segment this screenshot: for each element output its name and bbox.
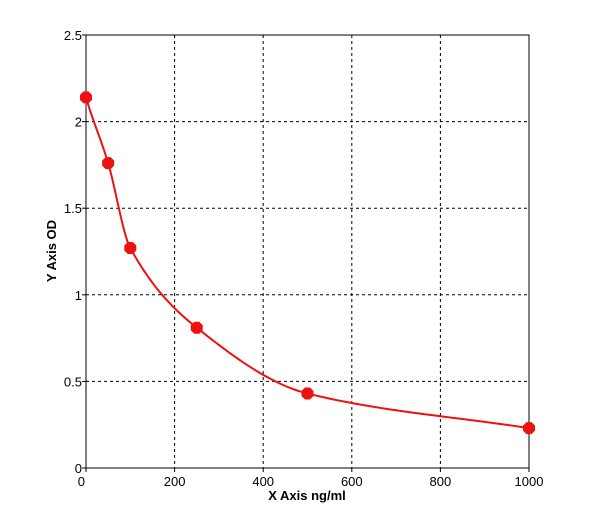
y-tick-label: 1 <box>75 288 82 303</box>
grid <box>86 35 529 468</box>
data-point <box>102 157 115 170</box>
x-tick-label: 1000 <box>515 474 544 489</box>
data-point <box>301 387 314 400</box>
data-point <box>79 91 93 104</box>
x-axis-label: X Axis ng/ml <box>268 488 346 503</box>
y-axis-label: Y Axis OD <box>44 220 59 282</box>
y-tick-label: 0 <box>75 461 82 476</box>
fit-curve-layer <box>85 97 530 430</box>
data-point <box>190 321 203 334</box>
x-tick-label: 200 <box>164 474 186 489</box>
data-points <box>79 91 536 435</box>
x-tick-label: 800 <box>430 474 452 489</box>
y-tick-label: 2.5 <box>64 28 82 43</box>
x-tick-label: 400 <box>252 474 274 489</box>
x-tick-label: 0 <box>78 474 85 489</box>
x-tick-label: 600 <box>341 474 363 489</box>
data-point <box>124 242 137 255</box>
tick-labels: 0 200 400 600 800 1000 0 0.5 1 1.5 2 2.5 <box>64 28 544 489</box>
axis-ticks <box>82 34 530 472</box>
data-point <box>522 422 536 435</box>
y-tick-label: 0.5 <box>64 374 82 389</box>
y-tick-label: 1.5 <box>64 201 82 216</box>
plot-frame <box>85 34 530 469</box>
y-tick-label: 2 <box>75 115 82 130</box>
fit-curve <box>85 97 530 430</box>
